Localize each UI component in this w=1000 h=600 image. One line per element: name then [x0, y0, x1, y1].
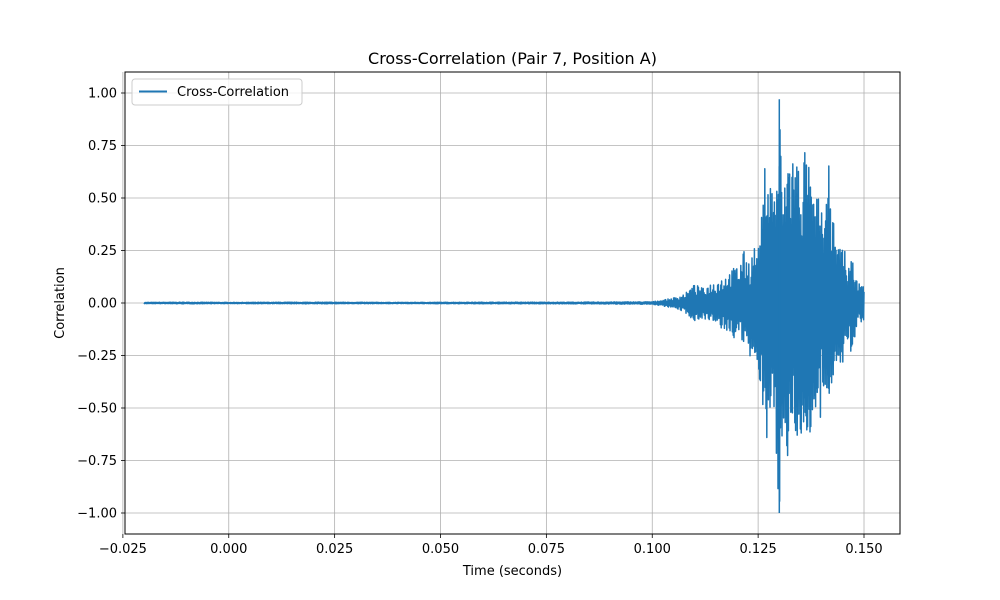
x-tick-label: 0.125 [740, 542, 777, 557]
y-tick-label: 0.00 [88, 297, 117, 312]
x-tick-label: −0.025 [99, 542, 147, 557]
y-tick-label: −0.50 [77, 402, 117, 417]
x-tick-label: 0.000 [210, 542, 247, 557]
y-tick-label: −1.00 [77, 507, 117, 522]
y-tick-label: 0.50 [88, 192, 117, 207]
x-tick-label: 0.050 [422, 542, 459, 557]
y-tick-label: 1.00 [88, 87, 117, 102]
x-tick-label: 0.100 [634, 542, 671, 557]
series-line-cross-correlation [143, 129, 865, 502]
x-tick-label: 0.150 [845, 542, 882, 557]
y-axis-label: Correlation [53, 267, 68, 339]
legend: Cross-Correlation [131, 78, 303, 106]
y-tick-label: −0.75 [77, 454, 117, 469]
y-ticks: 1.00 0.75 0.50 0.25 0.00 −0.25 −0.50 −0.75 −1.00 [77, 87, 125, 522]
x-tick-label: 0.025 [316, 542, 353, 557]
chart-title: Cross-Correlation (Pair 7, Position A) [368, 49, 657, 68]
x-axis-label: Time (seconds) [462, 564, 562, 579]
x-tick-label: 0.075 [528, 542, 565, 557]
legend-label: Cross-Correlation [177, 85, 289, 100]
legend-box [131, 78, 303, 106]
x-ticks: −0.025 0.000 0.025 0.050 0.075 0.100 0.125 0.15… [99, 534, 883, 557]
y-tick-label: 0.25 [88, 244, 117, 259]
y-tick-label: 0.75 [88, 139, 117, 154]
series-layer [143, 99, 865, 513]
y-tick-label: −0.25 [77, 349, 117, 364]
